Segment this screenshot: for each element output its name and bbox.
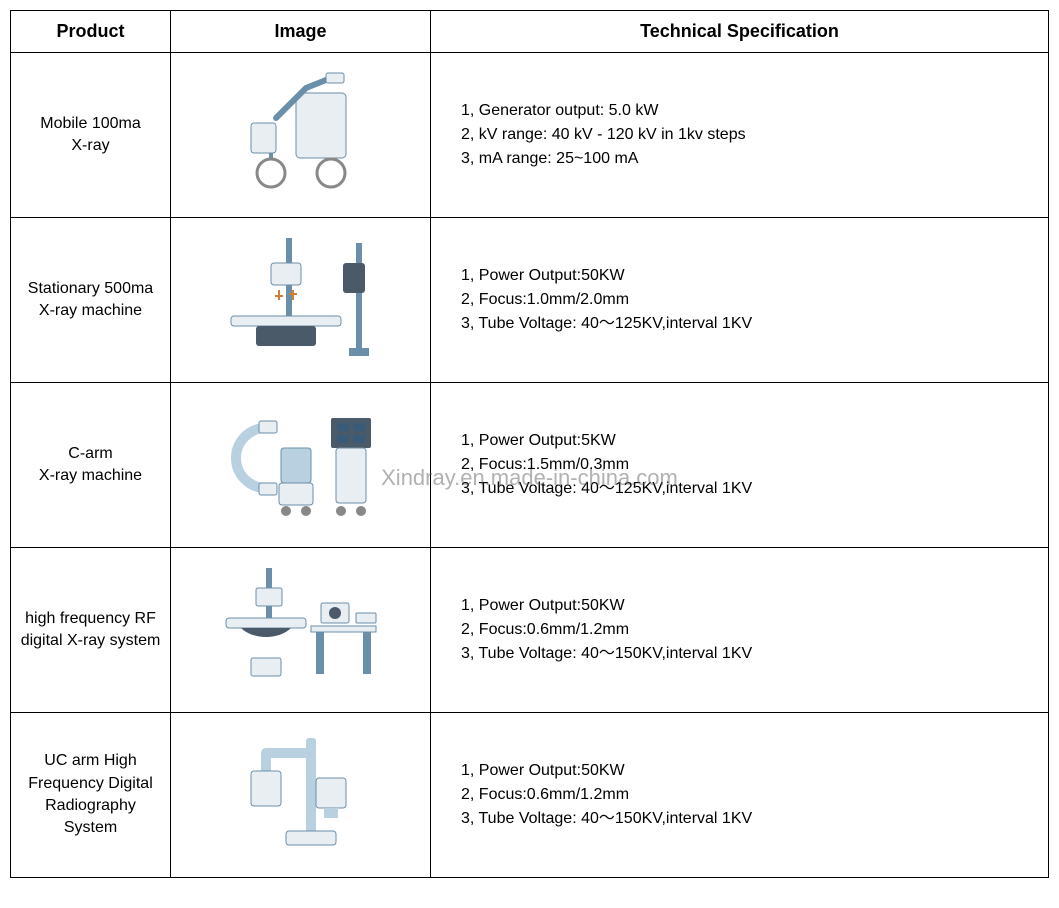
spec-cell: 1, Power Output:50KW 2, Focus:1.0mm/2.0mm… [431, 218, 1049, 383]
spec-line: 3, Tube Voltage: 40～150KV,interval 1KV [461, 810, 752, 827]
uc-arm-xray-icon [211, 723, 391, 863]
product-image-cell [171, 548, 431, 713]
product-image-cell [171, 218, 431, 383]
product-name: UC arm HighFrequency DigitalRadiography … [11, 713, 171, 878]
table-header-row: Product Image Technical Specification [11, 11, 1049, 53]
product-spec-table: Product Image Technical Specification Mo… [10, 10, 1049, 878]
product-image-cell [171, 383, 431, 548]
spec-line: 2, Focus:0.6mm/1.2mm [461, 621, 629, 638]
spec-line: 1, Power Output:50KW [461, 762, 625, 779]
table-row: Stationary 500maX-ray machine 1, Power O… [11, 218, 1049, 383]
table-body: Mobile 100maX-ray 1, Generator output: 5… [11, 53, 1049, 878]
table-row: C-armX-ray machine 1, Power Output:5KW 2,… [11, 383, 1049, 548]
spec-line: 1, Power Output:5KW [461, 432, 616, 449]
stationary-xray-icon [211, 228, 391, 368]
product-image-cell [171, 713, 431, 878]
spec-line: 3, Tube Voltage: 40～125KV,interval 1KV [461, 480, 752, 497]
spec-line: 3, Tube Voltage: 40～125KV,interval 1KV [461, 315, 752, 332]
spec-line: 3, Tube Voltage: 40～150KV,interval 1KV [461, 645, 752, 662]
product-name: Mobile 100maX-ray [11, 53, 171, 218]
spec-line: 3, mA range: 25~100 mA [461, 150, 638, 167]
c-arm-xray-icon [211, 393, 391, 533]
spec-line: 1, Power Output:50KW [461, 267, 625, 284]
spec-line: 2, Focus:1.5mm/0.3mm [461, 456, 629, 473]
spec-cell: 1, Generator output: 5.0 kW 2, kV range: … [431, 53, 1049, 218]
mobile-xray-icon [211, 63, 391, 203]
spec-cell: 1, Power Output:5KW 2, Focus:1.5mm/0.3mm 3… [431, 383, 1049, 548]
table-row: Mobile 100maX-ray 1, Generator output: 5… [11, 53, 1049, 218]
header-image: Image [171, 11, 431, 53]
product-name: Stationary 500maX-ray machine [11, 218, 171, 383]
product-image-cell [171, 53, 431, 218]
spec-line: 2, kV range: 40 kV - 120 kV in 1kv steps [461, 126, 746, 143]
header-product: Product [11, 11, 171, 53]
table-row: UC arm HighFrequency DigitalRadiography … [11, 713, 1049, 878]
header-spec: Technical Specification [431, 11, 1049, 53]
spec-cell: 1, Power Output:50KW 2, Focus:0.6mm/1.2mm… [431, 548, 1049, 713]
product-name: high frequency RFdigital X-ray system [11, 548, 171, 713]
spec-line: 1, Power Output:50KW [461, 597, 625, 614]
product-name: C-armX-ray machine [11, 383, 171, 548]
table-row: high frequency RFdigital X-ray system 1,… [11, 548, 1049, 713]
spec-line: 2, Focus:0.6mm/1.2mm [461, 786, 629, 803]
spec-line: 1, Generator output: 5.0 kW [461, 102, 658, 119]
rf-digital-xray-icon [211, 558, 391, 698]
spec-line: 2, Focus:1.0mm/2.0mm [461, 291, 629, 308]
spec-cell: 1, Power Output:50KW 2, Focus:0.6mm/1.2mm… [431, 713, 1049, 878]
